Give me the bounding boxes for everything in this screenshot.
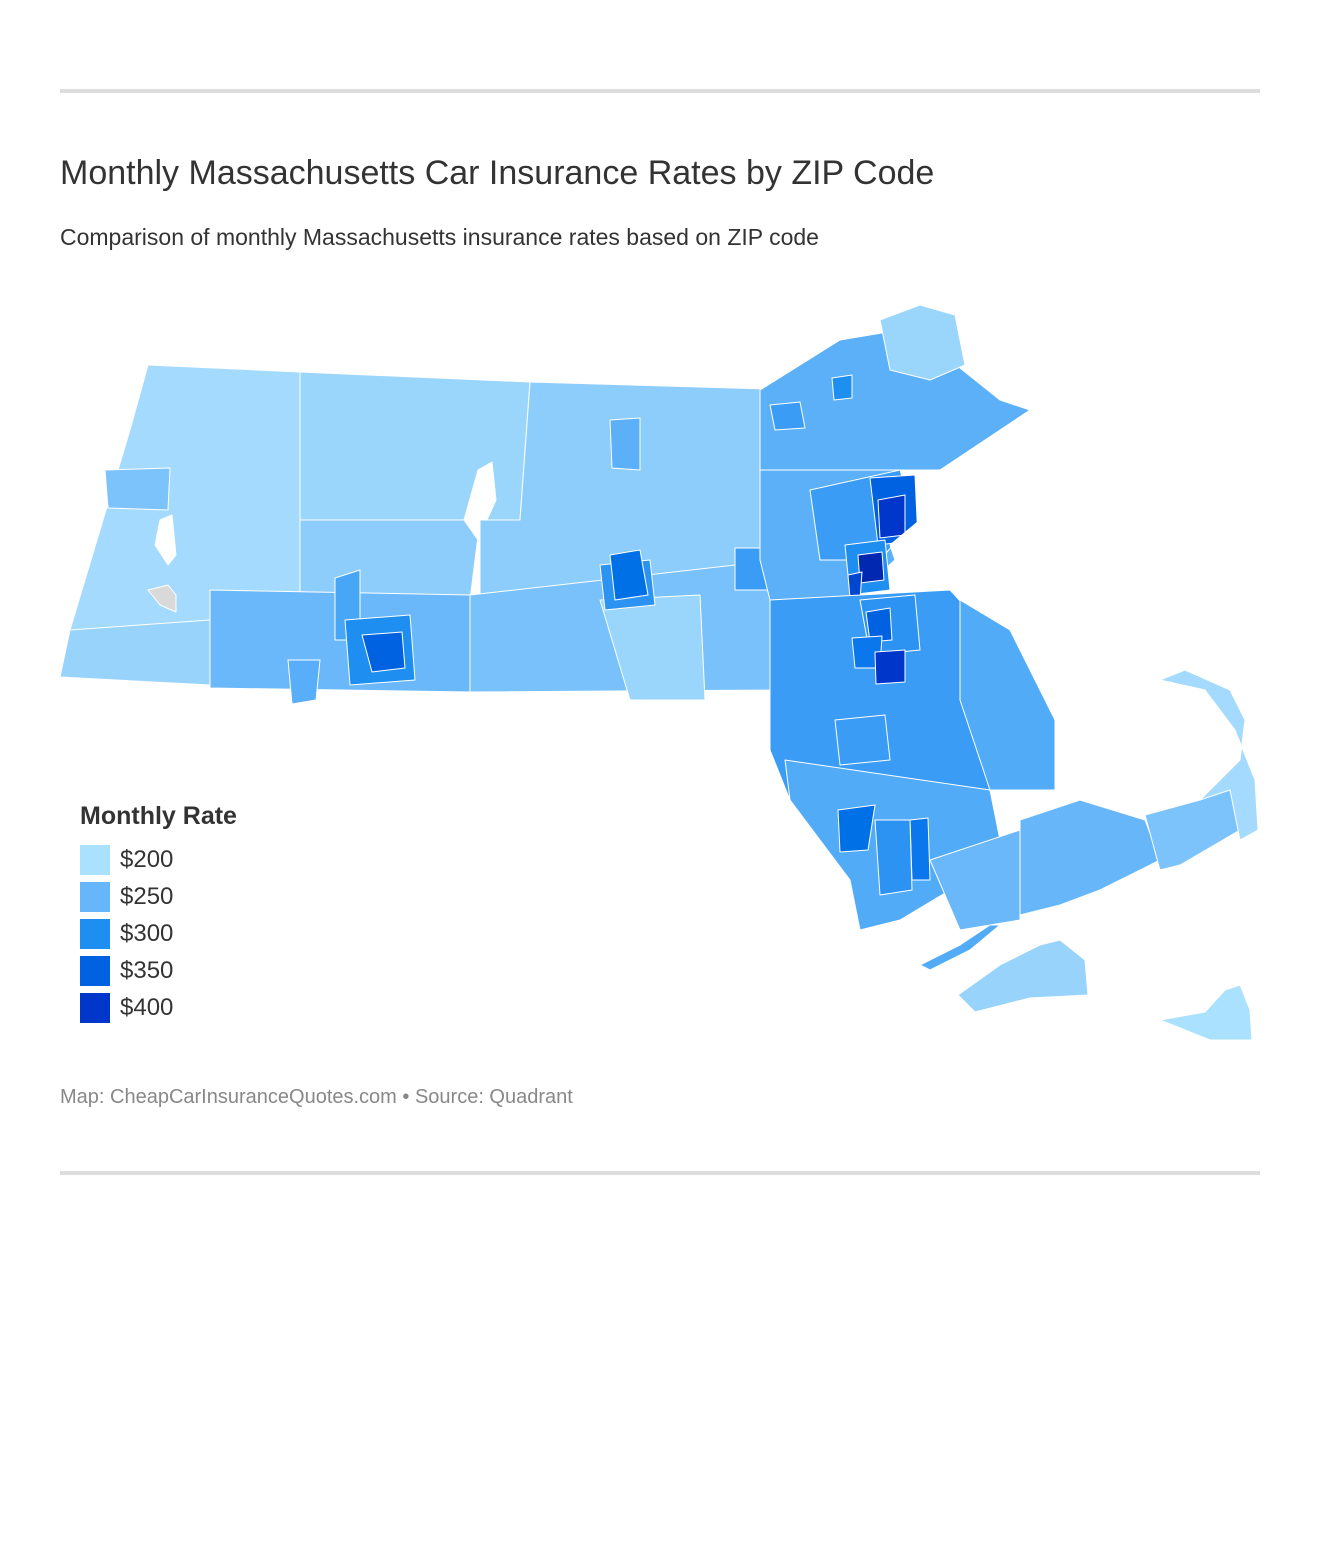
region-dartmouth [874,819,913,896]
legend-item-300: $300 [80,915,237,952]
legend-title: Monthly Rate [80,802,237,830]
legend-swatch [80,955,110,986]
legend-item-200: $200 [80,841,237,878]
region-lawrence [831,374,853,401]
region-berkshire-south [59,619,211,686]
legend-swatch [80,881,110,912]
region-nodata [147,584,177,613]
top-divider [60,89,1260,93]
region-pittsfield [104,467,171,511]
legend-swatch [80,844,110,875]
region-quabbin-west [299,519,481,601]
legend-item-400: $400 [80,989,237,1026]
legend-swatch [80,992,110,1023]
region-fall-river [837,804,876,853]
region-brockton [874,649,906,685]
region-worcester-core [609,549,649,601]
legend-label: $350 [120,956,174,984]
region-marthas-vineyard [957,939,1089,1013]
bottom-divider [60,1171,1260,1175]
region-mid-cape [1144,779,1241,871]
region-upper-cape [1019,799,1161,916]
region-sturbridge [599,594,706,701]
legend-item-250: $250 [80,878,237,915]
region-lowell [769,401,806,431]
page-title: Monthly Massachusetts Car Insurance Rate… [60,154,935,192]
region-springfield-core [361,631,406,673]
region-taunton [834,714,891,766]
page-subtitle: Comparison of monthly Massachusetts insu… [60,224,819,250]
region-nantucket [1159,984,1253,1041]
region-new-bedford [909,817,931,881]
legend-label: $200 [120,845,174,873]
region-outer-cape [1159,669,1259,841]
region-lake [154,514,177,566]
legend-label: $400 [120,993,174,1021]
region-plymouth [959,599,1056,791]
legend-swatch [80,918,110,949]
region-elizabeth-islands [919,924,1001,971]
region-fitchburg [609,417,641,471]
region-agawam [287,659,321,705]
region-cape-ann [879,304,966,381]
map-credit: Map: CheapCarInsuranceQuotes.com • Sourc… [60,1086,573,1108]
map-regions [59,304,1259,1041]
legend-item-350: $350 [80,952,237,989]
map-legend: Monthly Rate $200 $250 $300 $350 $400 [80,802,237,1026]
massachusetts-choropleth-map [59,304,1259,1041]
region-randolph [865,607,893,643]
region-wareham [929,829,1021,931]
legend-label: $250 [120,882,174,910]
legend-label: $300 [120,919,174,947]
region-chelsea-revere [877,494,906,539]
